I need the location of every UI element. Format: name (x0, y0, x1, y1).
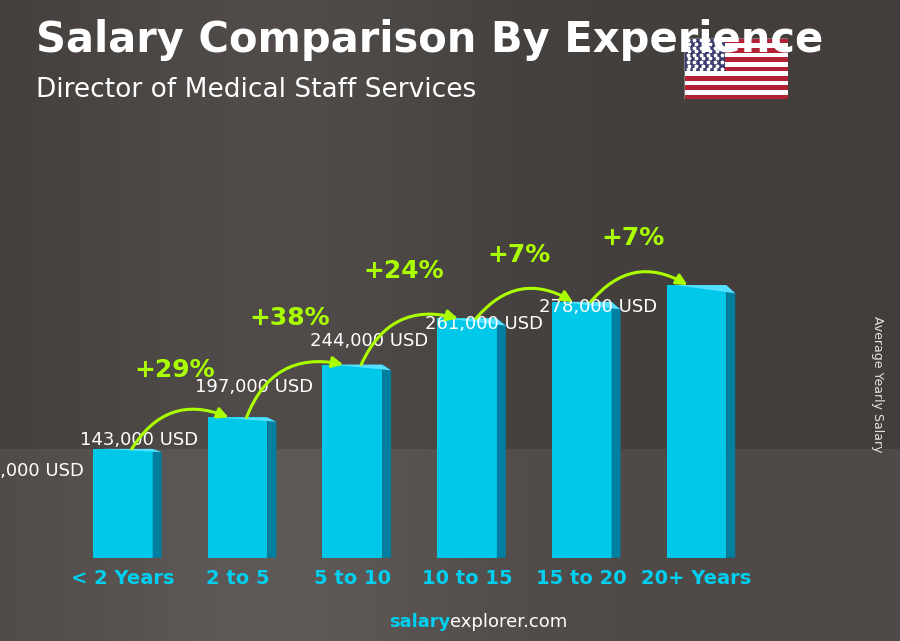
Polygon shape (93, 449, 153, 558)
Bar (684, 90, 788, 95)
Text: 197,000 USD: 197,000 USD (195, 378, 313, 396)
Text: +29%: +29% (134, 358, 215, 383)
Text: salary: salary (389, 613, 450, 631)
Bar (684, 48, 788, 53)
Polygon shape (322, 365, 392, 370)
Text: +24%: +24% (364, 260, 445, 283)
Polygon shape (208, 417, 276, 422)
Polygon shape (667, 285, 726, 558)
Bar (684, 53, 788, 57)
Polygon shape (208, 417, 267, 558)
Text: Director of Medical Staff Services: Director of Medical Staff Services (36, 77, 476, 103)
Polygon shape (93, 449, 162, 452)
Polygon shape (322, 365, 382, 558)
Polygon shape (667, 285, 735, 294)
Text: 111,000 USD: 111,000 USD (0, 462, 84, 480)
Bar (684, 81, 788, 85)
Bar (684, 62, 788, 67)
Text: explorer.com: explorer.com (450, 613, 567, 631)
Text: +38%: +38% (249, 306, 329, 329)
Text: 278,000 USD: 278,000 USD (539, 299, 658, 317)
Bar (684, 38, 788, 43)
Text: Salary Comparison By Experience: Salary Comparison By Experience (36, 19, 824, 62)
Polygon shape (497, 319, 506, 558)
Text: 143,000 USD: 143,000 USD (80, 431, 199, 449)
Bar (684, 85, 788, 90)
Polygon shape (382, 365, 392, 558)
Bar (684, 67, 788, 71)
Text: 261,000 USD: 261,000 USD (425, 315, 543, 333)
Text: 244,000 USD: 244,000 USD (310, 332, 428, 350)
Bar (684, 71, 788, 76)
Bar (684, 43, 788, 48)
Bar (684, 38, 725, 71)
Text: +7%: +7% (602, 226, 665, 250)
Text: Average Yearly Salary: Average Yearly Salary (871, 317, 884, 453)
Polygon shape (726, 285, 735, 558)
Polygon shape (437, 319, 497, 558)
Polygon shape (267, 417, 276, 558)
Polygon shape (552, 302, 612, 558)
Polygon shape (612, 302, 620, 558)
Bar (684, 95, 788, 99)
Bar (684, 76, 788, 81)
Text: +7%: +7% (487, 243, 550, 267)
Bar (684, 57, 788, 62)
Polygon shape (552, 302, 620, 310)
Polygon shape (153, 449, 162, 558)
Polygon shape (437, 319, 506, 326)
